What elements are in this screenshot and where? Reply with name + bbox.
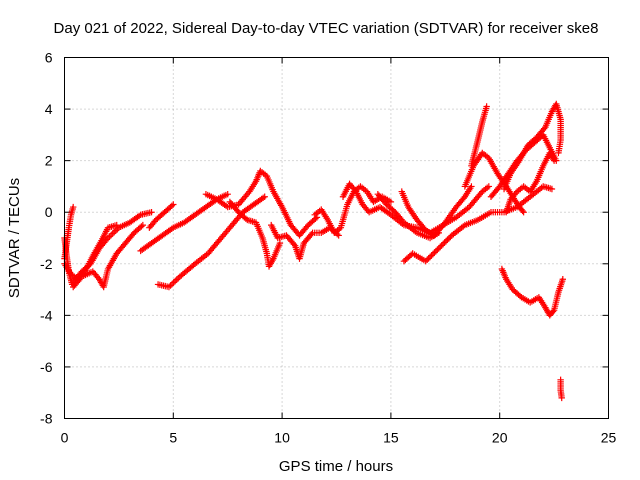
y-tick-label: 2 bbox=[45, 153, 53, 169]
chart-title: Day 021 of 2022, Sidereal Day-to-day VTE… bbox=[54, 20, 599, 37]
series-t2 bbox=[61, 203, 77, 262]
data-point bbox=[173, 276, 180, 283]
data-point bbox=[224, 190, 231, 198]
data-point bbox=[428, 252, 435, 259]
data-point bbox=[438, 242, 445, 249]
data-point bbox=[335, 232, 342, 239]
data-point bbox=[432, 247, 440, 255]
series-t6 bbox=[146, 201, 177, 231]
data-point bbox=[435, 245, 442, 252]
y-tick-labels: -8 -6 -4 -2 0 2 4 6 bbox=[40, 50, 53, 427]
data-point bbox=[148, 209, 155, 216]
data-point bbox=[520, 209, 527, 216]
data-point bbox=[549, 308, 557, 315]
data-point bbox=[261, 193, 268, 200]
data-point bbox=[425, 255, 432, 262]
data-point bbox=[429, 250, 437, 258]
axis-ticks bbox=[64, 57, 609, 419]
series-t5 bbox=[137, 190, 231, 255]
y-axis-title: SDTVAR / TECUs bbox=[6, 178, 23, 298]
data-point bbox=[290, 241, 298, 248]
y-tick-label: -6 bbox=[40, 359, 53, 375]
series-t10 bbox=[268, 221, 342, 262]
data-point bbox=[485, 183, 493, 190]
x-tick-label: 0 bbox=[61, 430, 69, 446]
grid-lines bbox=[64, 57, 609, 419]
series-t4 bbox=[61, 221, 120, 283]
data-point bbox=[107, 231, 115, 239]
data-point bbox=[559, 276, 567, 283]
data-point bbox=[170, 201, 177, 208]
series-t3 bbox=[70, 221, 147, 291]
data-point bbox=[426, 253, 434, 261]
y-tick-label: -4 bbox=[40, 307, 53, 323]
data-point bbox=[308, 231, 315, 238]
data-point bbox=[444, 236, 451, 243]
data-point bbox=[442, 237, 450, 245]
series-t7 bbox=[154, 193, 268, 291]
data-point bbox=[70, 203, 77, 211]
data-point bbox=[168, 202, 176, 209]
data-point bbox=[555, 149, 562, 157]
data-point bbox=[81, 267, 89, 274]
data-point bbox=[423, 256, 431, 263]
series-t13 bbox=[398, 183, 475, 239]
data-point bbox=[468, 183, 475, 190]
data-point bbox=[399, 217, 406, 225]
data-point bbox=[171, 277, 179, 285]
y-tick-label: 0 bbox=[45, 204, 53, 220]
data-point bbox=[139, 221, 147, 229]
data-point bbox=[439, 240, 447, 248]
data-points bbox=[61, 100, 567, 402]
series-t20 bbox=[503, 149, 558, 216]
x-tick-label: 25 bbox=[601, 430, 617, 446]
data-point bbox=[422, 258, 429, 265]
data-point bbox=[167, 282, 174, 289]
x-tick-label: 5 bbox=[169, 430, 177, 446]
y-tick-label: -8 bbox=[40, 411, 53, 427]
data-point bbox=[434, 246, 441, 253]
data-point bbox=[445, 235, 453, 242]
data-point bbox=[276, 239, 284, 247]
y-tick-label: 4 bbox=[45, 101, 53, 117]
data-point bbox=[387, 198, 395, 206]
data-point bbox=[540, 125, 548, 132]
x-tick-label: 20 bbox=[492, 430, 508, 446]
data-point bbox=[435, 229, 442, 237]
series-t22 bbox=[557, 376, 565, 402]
series-t8 bbox=[202, 167, 321, 239]
series-t21 bbox=[498, 265, 567, 319]
data-point bbox=[441, 239, 448, 246]
data-point bbox=[437, 243, 444, 251]
series-t14 bbox=[374, 190, 442, 242]
y-tick-label: -2 bbox=[40, 256, 53, 272]
data-point bbox=[113, 221, 120, 229]
data-point bbox=[558, 394, 565, 402]
y-tick-label: 6 bbox=[45, 50, 53, 66]
data-point bbox=[548, 185, 556, 193]
data-point bbox=[138, 223, 145, 230]
series-t9 bbox=[226, 198, 284, 270]
data-point bbox=[103, 236, 110, 243]
data-point bbox=[519, 207, 526, 215]
data-point bbox=[170, 279, 177, 286]
data-point bbox=[111, 228, 118, 236]
x-axis-title: GPS time / hours bbox=[279, 458, 393, 475]
series-t19 bbox=[500, 100, 564, 193]
data-point bbox=[483, 103, 490, 110]
data-point bbox=[550, 157, 558, 164]
data-point bbox=[312, 215, 319, 222]
data-point bbox=[431, 249, 438, 256]
x-tick-labels: 0 5 10 15 20 25 bbox=[61, 430, 617, 446]
x-tick-label: 15 bbox=[383, 430, 399, 446]
plot-frame bbox=[64, 57, 609, 419]
x-tick-label: 10 bbox=[274, 430, 290, 446]
data-point bbox=[109, 230, 116, 237]
